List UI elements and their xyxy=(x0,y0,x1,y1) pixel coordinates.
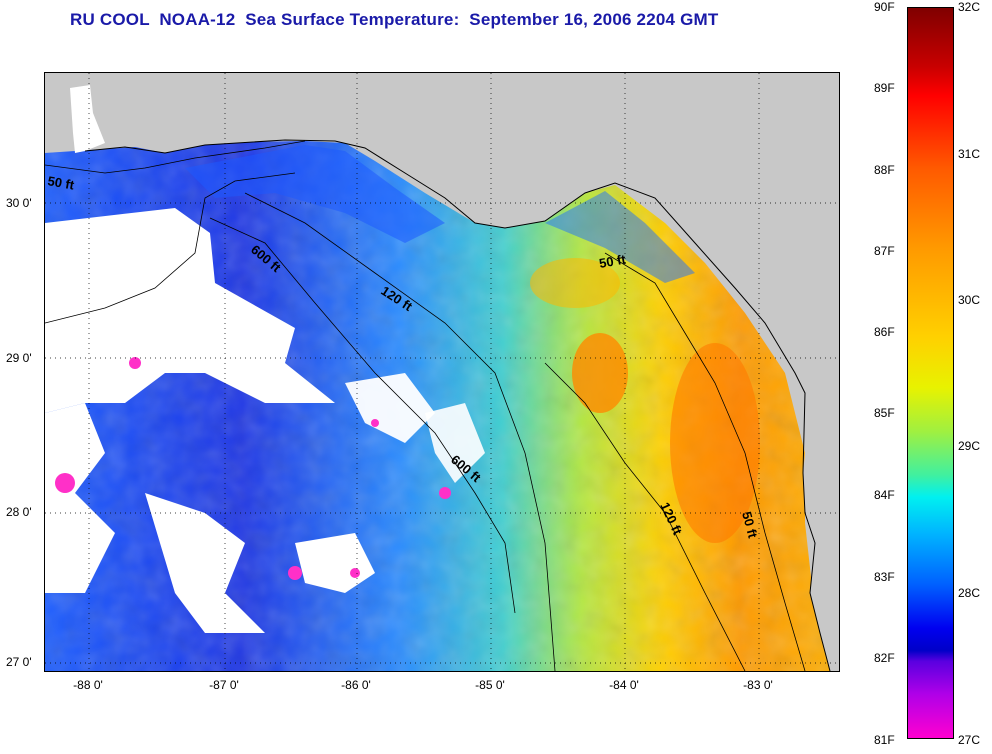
cold-coastal-band xyxy=(185,145,445,243)
colorbar-f-label: 84F xyxy=(874,488,895,502)
colorbar-f-label: 82F xyxy=(874,651,895,665)
depth-label: 50 ft xyxy=(598,251,628,271)
x-tick-label: -85 0' xyxy=(475,678,505,692)
colorbar-c-label: 27C xyxy=(958,733,981,747)
colorbar-c-label: 32C xyxy=(958,0,981,14)
sst-map-canvas: 50 ft 600 ft 120 ft 50 ft 600 ft 120 ft … xyxy=(45,73,839,671)
warm-eddy xyxy=(572,333,628,413)
colorbar-f-label: 88F xyxy=(874,163,895,177)
depth-label: 50 ft xyxy=(46,173,76,193)
colorbar-f-label: 86F xyxy=(874,325,895,339)
coastline xyxy=(84,139,831,671)
x-tick-label: -84 0' xyxy=(609,678,639,692)
mobile-bay-area xyxy=(70,85,105,153)
colorbar-f-label: 83F xyxy=(874,570,895,584)
sst-map: 50 ft 600 ft 120 ft 50 ft 600 ft 120 ft … xyxy=(44,72,840,672)
x-tick-label: -86 0' xyxy=(341,678,371,692)
colorbar-f-label: 90F xyxy=(874,0,895,14)
colorbar-f-label: 89F xyxy=(874,81,895,95)
y-tick-label: 30 0' xyxy=(6,196,32,210)
y-tick-label: 27 0' xyxy=(6,655,32,669)
contour-50ft-west xyxy=(45,140,306,174)
y-tick-label: 29 0' xyxy=(6,351,32,365)
land-north xyxy=(45,73,839,373)
x-tick-label: -88 0' xyxy=(73,678,103,692)
contour-600ft xyxy=(209,217,516,614)
colorbar-f-label: 85F xyxy=(874,406,895,420)
y-tick-label: 28 0' xyxy=(6,505,32,519)
contour-120ft xyxy=(244,192,556,671)
map-title: RU COOL NOAA-12 Sea Surface Temperature:… xyxy=(70,10,719,29)
colorbar-c-label: 28C xyxy=(958,586,981,600)
temperature-colorbar xyxy=(907,7,954,739)
colorbar-f-label: 81F xyxy=(874,733,895,747)
colorbar-f-label: 87F xyxy=(874,244,895,258)
land-east xyxy=(803,148,839,671)
depth-label: 50 ft xyxy=(739,510,761,540)
colorbar-c-label: 29C xyxy=(958,439,981,453)
x-tick-label: -87 0' xyxy=(209,678,239,692)
colorbar-c-label: 30C xyxy=(958,293,981,307)
contour-50ft-east xyxy=(604,252,806,671)
x-tick-label: -83 0' xyxy=(743,678,773,692)
colorbar-c-label: 31C xyxy=(958,147,981,161)
warm-shelf xyxy=(670,343,760,543)
contour-120ft-east xyxy=(544,362,746,671)
cloud-mask xyxy=(45,208,335,413)
contour-120ft-west xyxy=(45,172,296,324)
